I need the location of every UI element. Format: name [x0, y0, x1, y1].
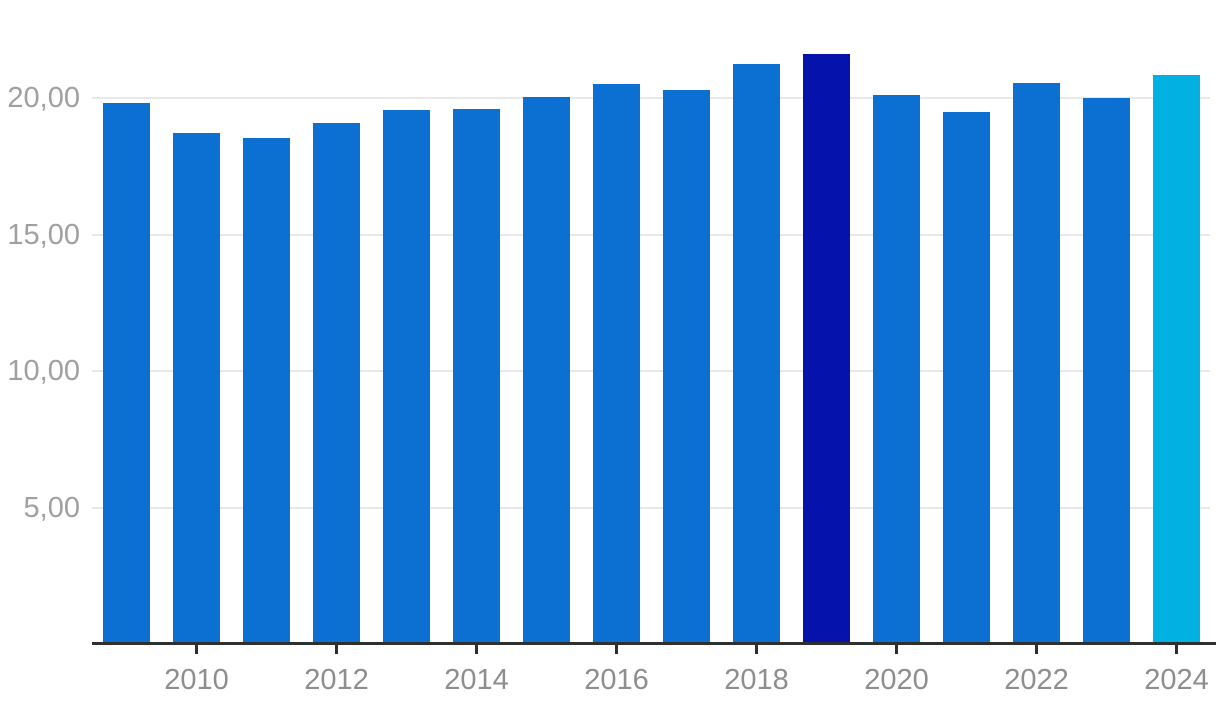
bar-2020[interactable]: [873, 95, 920, 644]
bar-2010[interactable]: [173, 133, 220, 644]
bar-2024[interactable]: [1153, 75, 1200, 644]
y-axis-tick-label: 20,00: [7, 82, 80, 114]
x-axis-tick-label: 2022: [1004, 664, 1069, 696]
x-axis-line: [92, 642, 1216, 645]
x-axis-tick-label: 2018: [724, 664, 789, 696]
x-axis-tick: [475, 645, 478, 654]
x-axis-tick-label: 2024: [1144, 664, 1209, 696]
bar-2011[interactable]: [243, 138, 290, 644]
x-axis-tick: [755, 645, 758, 654]
bar-2012[interactable]: [313, 123, 360, 644]
x-axis-tick-label: 2016: [584, 664, 649, 696]
bar-2021[interactable]: [943, 112, 990, 644]
bar-2023[interactable]: [1083, 98, 1130, 644]
bar-2018[interactable]: [733, 64, 780, 644]
x-axis-tick: [195, 645, 198, 654]
x-axis-tick: [1035, 645, 1038, 654]
bar-2009[interactable]: [103, 103, 150, 644]
y-axis-tick-label: 15,00: [7, 218, 80, 251]
y-gridline: [92, 506, 1210, 509]
y-gridline: [92, 233, 1210, 236]
bar-2019[interactable]: [803, 54, 850, 644]
y-gridline: [92, 370, 1210, 372]
x-axis-tick-label: 2010: [164, 664, 229, 696]
bar-2015[interactable]: [523, 97, 570, 644]
x-axis-tick: [1175, 645, 1178, 654]
bar-2013[interactable]: [383, 110, 430, 644]
y-axis-tick-label: 10,00: [7, 355, 80, 387]
x-axis-tick: [335, 645, 338, 654]
bar-2017[interactable]: [663, 90, 710, 644]
x-axis-tick: [895, 645, 898, 654]
bar-2014[interactable]: [453, 109, 500, 644]
y-axis-tick-label: 5,00: [23, 491, 80, 524]
y-gridline: [92, 97, 1210, 99]
x-axis-tick-label: 2012: [304, 664, 369, 696]
x-axis-tick-label: 2020: [864, 664, 929, 696]
bar-2016[interactable]: [593, 84, 640, 644]
bar-2022[interactable]: [1013, 83, 1060, 644]
x-axis-tick-label: 2014: [444, 664, 509, 696]
x-axis-tick: [615, 645, 618, 654]
